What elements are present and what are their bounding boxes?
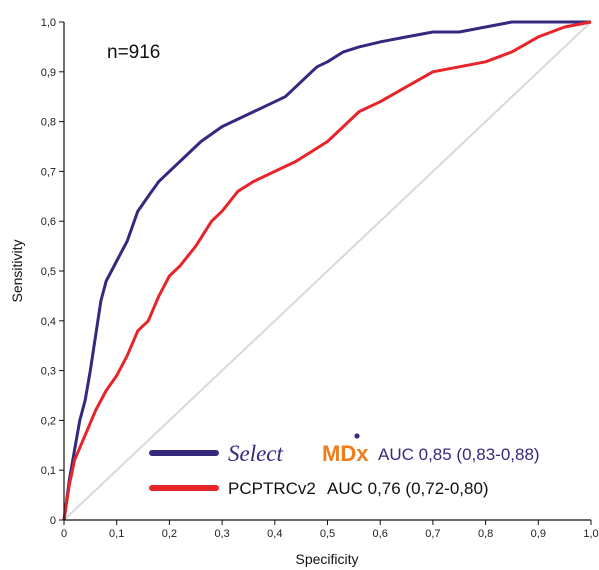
y-tick-label: 0,1 <box>41 465 56 477</box>
y-tick-label: 0,5 <box>41 266 56 278</box>
sample-size-annotation: n=916 <box>107 42 160 63</box>
y-tick-label: 0,2 <box>41 415 56 427</box>
legend-name-pcptrcv2: PCPTRCv2 <box>228 479 316 498</box>
y-ticks: 0 0,1 0,2 0,3 0,4 0,5 0,6 0,7 0,8 0,9 1,0 <box>41 17 64 527</box>
x-tick-label: 0,3 <box>214 528 229 540</box>
x-tick-label: 1,0 <box>583 528 598 540</box>
x-tick-label: 0,5 <box>320 528 335 540</box>
y-tick-label: 0,8 <box>41 117 56 129</box>
y-tick-label: 0,6 <box>41 216 56 228</box>
y-tick-label: 0 <box>50 515 56 527</box>
x-axis-title: Specificity <box>295 551 358 567</box>
x-tick-label: 0,7 <box>425 528 440 540</box>
y-tick-label: 0,4 <box>41 316 56 328</box>
reference-diagonal-line <box>63 21 592 521</box>
legend: Select MDx AUC 0,85 (0,83-0,88) PCPTRCv2… <box>149 433 540 498</box>
legend-label-selectmdx: AUC 0,85 (0,83-0,88) <box>378 445 540 464</box>
x-tick-label: 0,9 <box>531 528 546 540</box>
x-tick-label: 0,6 <box>373 528 388 540</box>
legend-label-pcptrcv2: AUC 0,76 (0,72-0,80) <box>327 479 489 498</box>
y-tick-label: 0,9 <box>41 67 56 79</box>
series-line-selectmdx <box>62 20 591 521</box>
legend-brand-mdx: MDx <box>322 441 369 466</box>
y-tick-label: 0,3 <box>41 366 56 378</box>
series-line-pcptrcv2 <box>62 20 592 521</box>
x-tick-label: 0,1 <box>109 528 124 540</box>
y-axis-title: Sensitivity <box>9 239 25 302</box>
x-tick-label: 0,4 <box>267 528 282 540</box>
y-tick-label: 1,0 <box>41 17 56 29</box>
x-tick-label: 0,2 <box>162 528 177 540</box>
y-tick-label: 0,7 <box>41 166 56 178</box>
brand-dot-icon <box>354 433 360 439</box>
x-tick-label: 0 <box>61 528 67 540</box>
x-tick-label: 0,8 <box>478 528 493 540</box>
x-ticks: 0 0,1 0,2 0,3 0,4 0,5 0,6 0,7 0,8 0,9 1,0 <box>61 520 599 540</box>
legend-brand-select: Select <box>228 441 284 466</box>
